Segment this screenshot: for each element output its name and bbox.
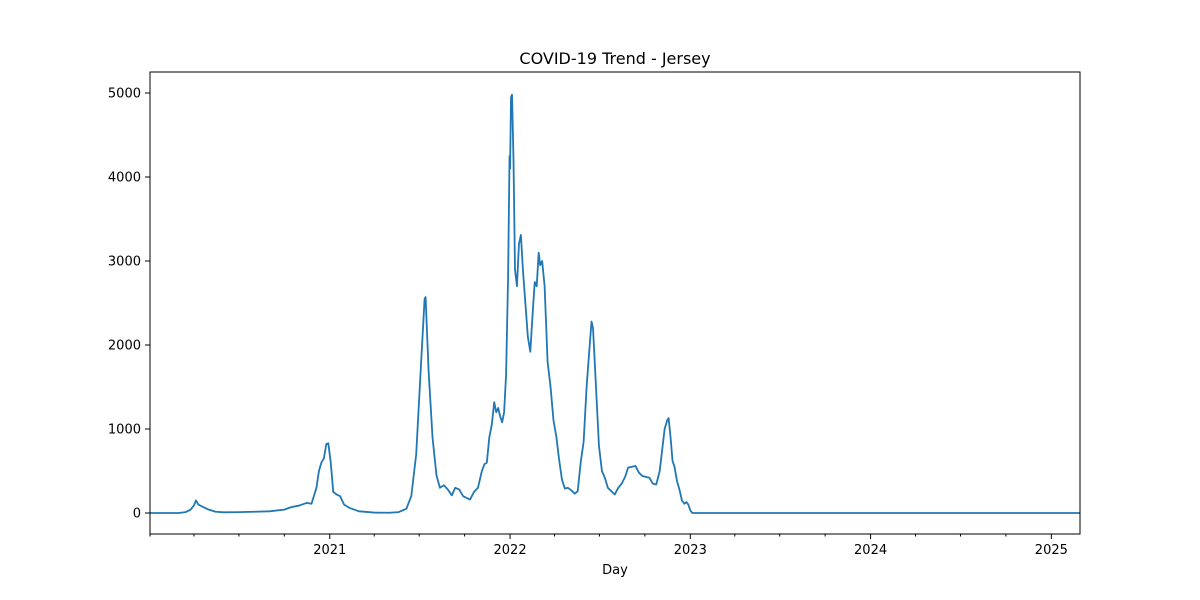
x-axis-label: Day	[602, 563, 628, 578]
y-axis: 0 1000 2000 3000 4000 5000	[108, 87, 150, 522]
series-line-0	[150, 93, 1080, 514]
x-tick-label: 2025	[1035, 543, 1068, 558]
x-tick-label: 2021	[313, 543, 346, 558]
y-tick-label: 2000	[108, 339, 141, 354]
x-tick-label: 2023	[674, 543, 707, 558]
y-tick-label: 5000	[108, 87, 141, 102]
plot-area-frame	[149, 71, 1081, 535]
y-tick-label: 0	[133, 507, 141, 522]
y-tick-label: 3000	[108, 255, 141, 270]
y-tick-label: 1000	[108, 423, 141, 438]
series-layer	[150, 93, 1080, 514]
x-tick-label: 2022	[494, 543, 527, 558]
chart-title: COVID-19 Trend - Jersey	[519, 49, 710, 68]
x-tick-label: 2024	[854, 543, 887, 558]
x-axis: 2021 2022 2023 2024 2025	[149, 534, 1068, 558]
y-tick-label: 4000	[108, 171, 141, 186]
